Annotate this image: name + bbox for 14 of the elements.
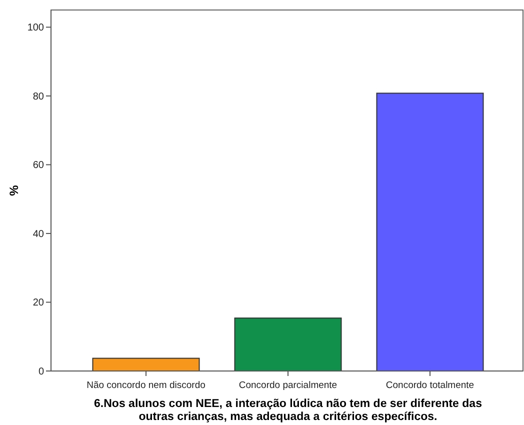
- x-axis-title: 6.Nos alunos com NEE, a interação lúdica não tem de ser diferente das outras crianças, mas adequada a critérios específicos.: [94, 398, 482, 423]
- y-tick-label: 40: [32, 228, 44, 240]
- bar: [234, 318, 342, 372]
- bar: [92, 358, 200, 372]
- y-tick-label: 60: [32, 160, 44, 172]
- bar: [376, 92, 484, 372]
- y-tick-label: 0: [38, 366, 44, 378]
- x-tick-label: Concordo parcialmente: [238, 380, 338, 391]
- y-tick-label: 100: [27, 22, 44, 34]
- y-tick-label: 20: [32, 298, 44, 309]
- y-tick-label: 80: [32, 91, 44, 102]
- x-tick-label: Não concordo nem discordo: [86, 380, 206, 391]
- x-tick-label: Concordo totalmente: [386, 380, 474, 391]
- y-axis-title: %: [7, 184, 21, 196]
